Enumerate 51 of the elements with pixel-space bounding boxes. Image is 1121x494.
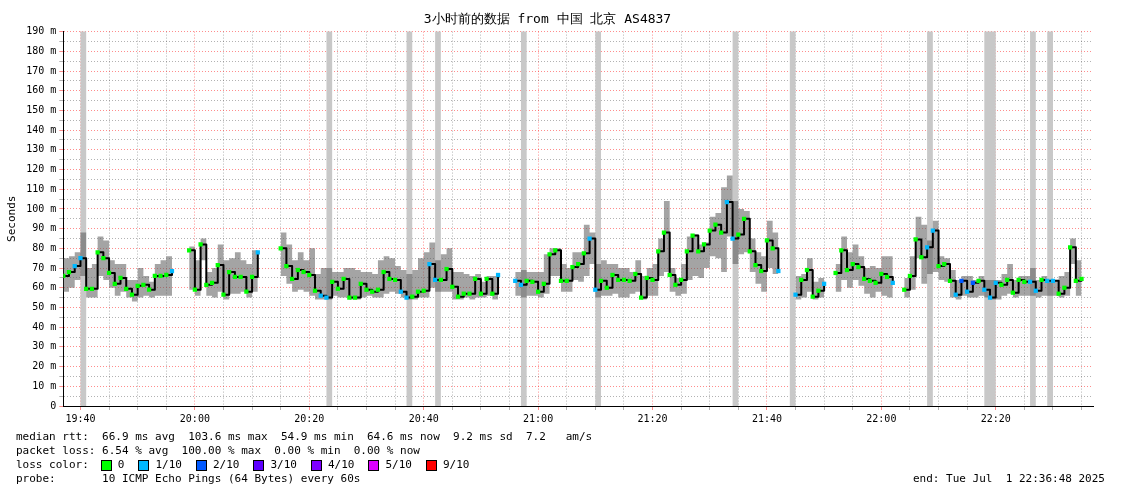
- y-tick-label: 140 m: [26, 123, 57, 135]
- y-tick-label: 10 m: [32, 379, 57, 391]
- text: probe: 10 ICMP Echo Pings (64 Bytes) every 60s: [16, 472, 361, 486]
- x-tick-label: 20:20: [294, 412, 325, 424]
- y-tick-label: 60 m: [32, 281, 57, 293]
- point: [730, 236, 735, 241]
- y-tick-label: 130 m: [26, 143, 57, 155]
- x-tick-label: 21:00: [523, 412, 554, 424]
- y-tick-label: 50 m: [32, 301, 57, 313]
- x-tick-label: 22:00: [866, 412, 897, 424]
- x-tick-label: 21:40: [751, 412, 782, 424]
- x-tick-label: 19:40: [65, 412, 96, 424]
- point: [427, 262, 432, 267]
- y-tick-label: 90 m: [32, 222, 57, 234]
- point: [959, 278, 964, 283]
- y-tick-label: 170 m: [26, 64, 57, 76]
- y-tick-label: 150 m: [26, 104, 57, 116]
- legend-label: 4/10: [327, 458, 355, 472]
- legend-label: 5/10: [385, 458, 412, 472]
- legend-title: loss color:: [16, 458, 89, 472]
- y-tick-label: 80 m: [32, 241, 57, 253]
- text: end: Tue Jul 1 22:36:48 2025: [912, 472, 1105, 486]
- y-tick-label: 30 m: [32, 340, 57, 352]
- legend-label: 2/10: [212, 458, 240, 472]
- legend-label: 1/10: [155, 458, 182, 472]
- legend-label: 3/10: [270, 458, 297, 472]
- text: packet loss: 6.54 % avg 100.00 % max 0.00 % min 0.00 % now: [16, 444, 421, 458]
- x-tick-label: 21:20: [637, 412, 668, 424]
- point: [404, 295, 409, 300]
- y-tick-label: 0: [50, 399, 57, 411]
- y-tick-label: 160 m: [26, 84, 57, 96]
- y-tick-label: 40 m: [32, 320, 57, 332]
- y-tick-label: 190 m: [26, 25, 57, 37]
- x-tick-label: 22:20: [980, 412, 1011, 424]
- point: [78, 256, 83, 261]
- point: [324, 295, 329, 300]
- y-axis-title: Seconds: [5, 195, 19, 242]
- y-tick-label: 20 m: [32, 360, 57, 372]
- y-tick-label: 110 m: [26, 182, 57, 194]
- y-tick-label: 120 m: [26, 163, 57, 175]
- point: [793, 292, 798, 297]
- legend-label: 9/10: [442, 458, 470, 472]
- x-tick-label: 20:40: [408, 412, 439, 424]
- chart-title: 3小时前的数据 from 中国 北京 AS4837: [423, 11, 672, 27]
- y-tick-label: 100 m: [26, 202, 57, 214]
- legend-label: 0: [117, 458, 125, 472]
- y-tick-label: 70 m: [32, 261, 57, 273]
- x-tick-label: 20:00: [179, 412, 210, 424]
- text: median rtt: 66.9 ms avg 103.6 ms max 54.9 ms min 64.6 ms now 9.2 ms sd 7.2 am/s: [16, 430, 594, 444]
- y-tick-label: 180 m: [26, 44, 57, 56]
- point: [587, 236, 592, 241]
